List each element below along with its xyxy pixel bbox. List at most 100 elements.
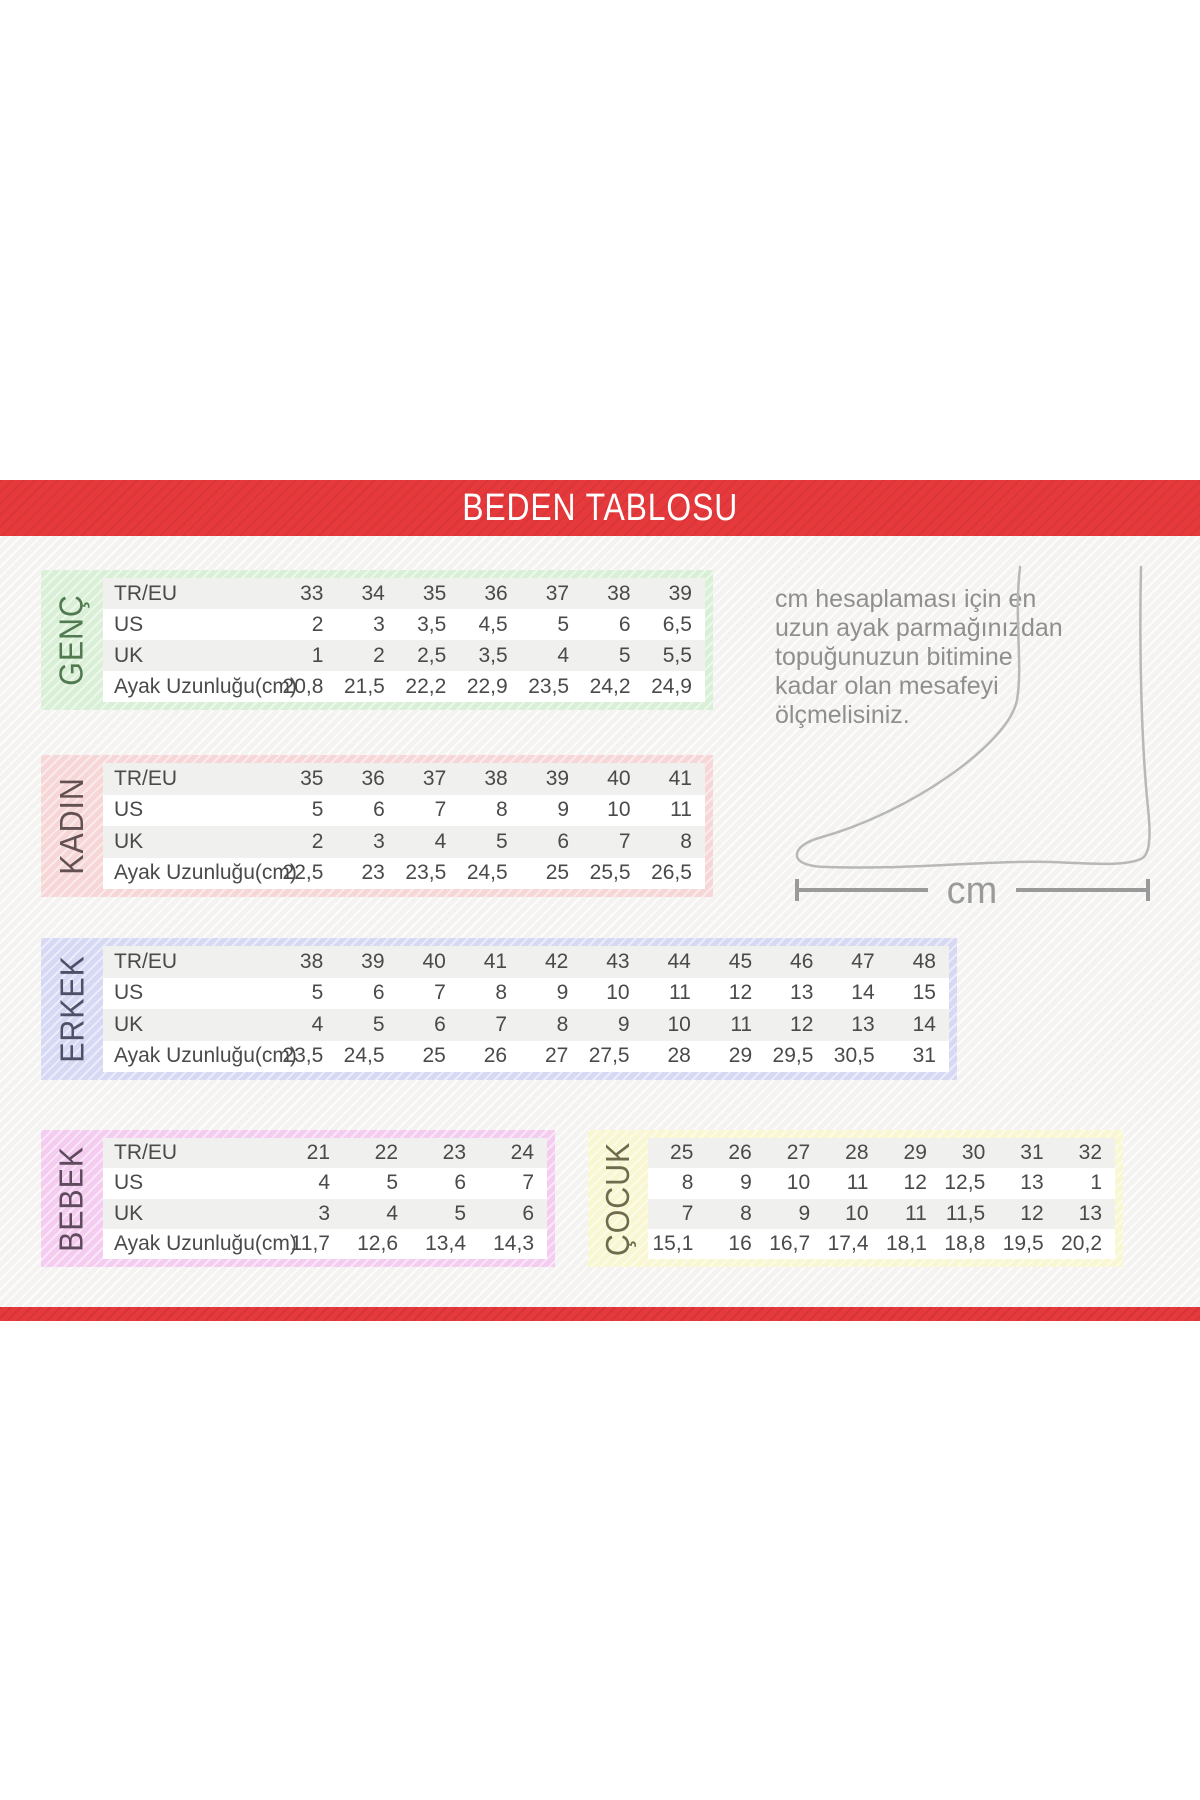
table-cell: 18,8 [944, 1231, 986, 1255]
table-cell: 39 [361, 949, 385, 973]
table-row: Ayak Uzunluğu(cm) 20,8 21,5 22,2 22,9 23,5 24,… [103, 671, 705, 702]
table-cell: 6 [434, 1012, 446, 1036]
table-cell: 11 [730, 1012, 753, 1036]
table-body: TR/EU 38 39 40 41 42 43 44 45 46 47 48 US 5 6 7 8 9 10 11 12… [103, 946, 949, 1072]
table-cell: 8 [495, 981, 508, 1005]
table-cell: 4 [311, 1012, 324, 1036]
table-cell: 9 [617, 1012, 630, 1036]
table-cell: 29 [728, 1044, 753, 1068]
table-cell: 30 [961, 1141, 986, 1165]
table-cell: 1 [1090, 1171, 1102, 1195]
table-cell: 13 [1020, 1171, 1044, 1195]
table-cell: 15,1 [652, 1231, 694, 1255]
table-cell: 29 [903, 1141, 927, 1165]
table-cell: 25 [545, 861, 570, 885]
table-cell: 27 [786, 1141, 811, 1165]
instruction-line: topuğunuzun bitimine [775, 643, 1013, 671]
table-cell: 13 [1078, 1201, 1102, 1225]
table-row: US 5 6 7 8 9 10 11 [103, 795, 705, 827]
table-cell: 23 [442, 1141, 466, 1165]
table-cell: 33 [300, 581, 324, 605]
table-body: 25 26 27 28 29 30 31 32 8 9 10 11 12 12,5 13 1 7 8 9 10 11 11… [648, 1138, 1115, 1259]
table-body: TR/EU 35 36 37 38 39 40 41 US 5 6 7 8 9 10 11 UK 2 3 4 5 6 7 8 A… [103, 763, 705, 889]
table-cell: 20,8 [282, 674, 324, 698]
table-cell: 5 [372, 1012, 385, 1036]
table-row: TR/EU 35 36 37 38 39 40 41 [103, 763, 705, 795]
table-cell: 7 [618, 829, 631, 853]
table-cell: 13 [790, 981, 814, 1005]
table-cell: 3,5 [478, 643, 508, 667]
row-header: US [114, 798, 144, 822]
table-row: US 4 5 6 7 [103, 1168, 547, 1198]
table-cell: 16,7 [769, 1231, 811, 1255]
table-cell: 11 [905, 1201, 927, 1225]
row-header: Ayak Uzunluğu(cm) [114, 1044, 297, 1068]
table-cell: 25,5 [589, 861, 631, 885]
table-category-label: GENÇ [53, 594, 90, 686]
table-row: US 5 6 7 8 9 10 11 12 13 14 15 [103, 978, 949, 1010]
table-cell: 22,2 [405, 674, 447, 698]
table-cell: 12,6 [357, 1231, 398, 1255]
row-header: UK [114, 643, 144, 667]
table-cell: 21,5 [343, 674, 385, 698]
row-header: UK [114, 1012, 144, 1036]
table-cell: 38 [607, 581, 631, 605]
row-header: TR/EU [114, 1141, 177, 1165]
table-cell: 2 [311, 612, 324, 636]
table-cell: 7 [681, 1201, 694, 1225]
row-header: UK [114, 829, 144, 853]
table-cell: 12 [903, 1171, 927, 1195]
table-category-strip: BEBEK [41, 1138, 103, 1259]
banner: BEDEN TABLOSU [0, 480, 1200, 536]
table-cell: 25 [422, 1044, 446, 1068]
table-cell: 5 [496, 829, 508, 853]
table-cell: 5 [557, 612, 570, 636]
table-cell: 11 [669, 981, 691, 1005]
table-cell: 12 [790, 1012, 814, 1036]
table-cell: 39 [545, 766, 570, 790]
table-body: TR/EU 21 22 23 24 US 4 5 6 7 UK 3 4 5 6 Ayak Uzunluğu(c… [103, 1138, 547, 1259]
table-cell: 8 [681, 1171, 694, 1195]
table-cell: 2 [311, 829, 324, 853]
table-cell: 10 [786, 1171, 811, 1195]
table-cell: 36 [484, 581, 508, 605]
table-cell: 16 [728, 1231, 752, 1255]
table-cell: 24,9 [651, 674, 692, 698]
table-cell: 48 [912, 949, 936, 973]
table-cell: 24,5 [343, 1044, 385, 1068]
table-cell: 7 [434, 798, 447, 822]
cm-measure-line [795, 879, 1150, 901]
size-table-genc: GENÇ TR/EU 33 34 35 36 37 38 39 US 2 3 3,5 4,5 5 6 6,5 U… [41, 570, 713, 710]
size-table-kadin: KADIN TR/EU 35 36 37 38 39 40 41 US 5 6 7 8 9 10 11 UK 2 3… [41, 755, 713, 897]
table-cell: 41 [668, 766, 692, 790]
table-cell: 17,4 [827, 1231, 869, 1255]
table-cell: 43 [606, 949, 630, 973]
table-cell: 25 [670, 1141, 694, 1165]
table-cell: 23 [361, 861, 385, 885]
table-cell: 22,5 [282, 861, 324, 885]
table-row: TR/EU 38 39 40 41 42 43 44 45 46 47 48 [103, 946, 949, 978]
table-cell: 6,5 [662, 612, 692, 636]
size-table-bebek: BEBEK TR/EU 21 22 23 24 US 4 5 6 7 UK 3 4 5 6 Ayak Uzun… [41, 1130, 555, 1267]
instruction-line: uzun ayak parmağınızdan [775, 614, 1063, 642]
table-cell: 12,5 [944, 1171, 986, 1195]
table-cell: 6 [618, 612, 631, 636]
table-cell: 10 [845, 1201, 869, 1225]
table-cell: 26,5 [651, 861, 692, 885]
row-header: TR/EU [114, 581, 177, 605]
table-cell: 38 [299, 949, 324, 973]
measurement-instruction: cm hesaplaması için en uzun ayak parmağı… [775, 585, 1075, 730]
table-cell: 4 [434, 829, 447, 853]
foot-outline-illustration: cm [795, 565, 1151, 912]
instruction-line: ölçmelisiniz. [775, 701, 910, 729]
table-row: TR/EU 21 22 23 24 [103, 1138, 547, 1169]
table-row: UK 4 5 6 7 8 9 10 11 12 13 14 [103, 1009, 949, 1041]
table-cell: 42 [544, 949, 569, 973]
table-cell: 23,5 [528, 674, 570, 698]
row-header: UK [114, 1201, 144, 1225]
table-cell: 6 [373, 798, 385, 822]
cm-unit-label: cm [947, 870, 998, 912]
table-cell: 9 [557, 798, 570, 822]
instruction-line: cm hesaplaması için en [775, 585, 1037, 613]
